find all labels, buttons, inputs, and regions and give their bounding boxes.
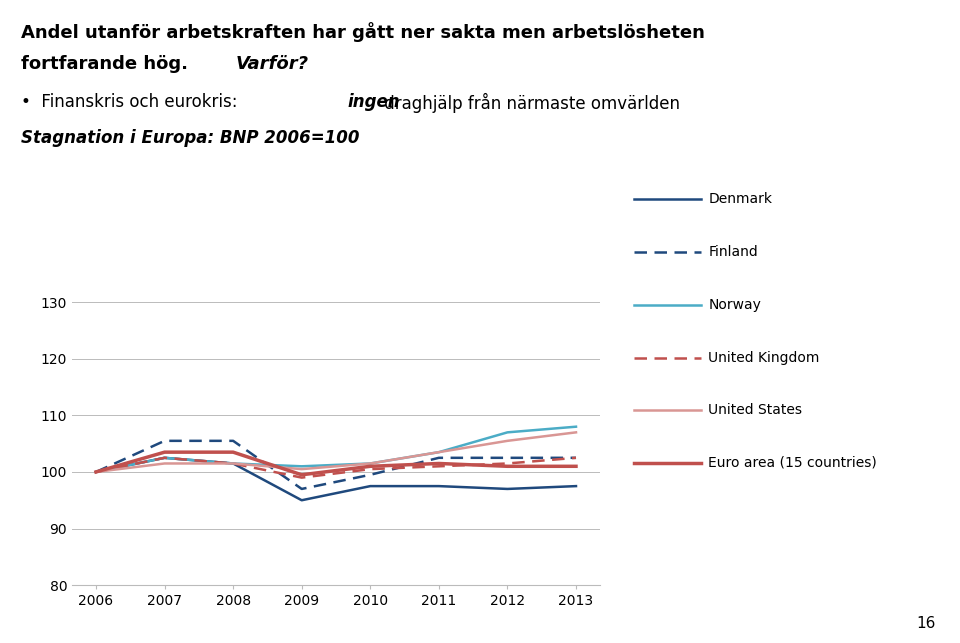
Text: fortfarande hög.: fortfarande hög. bbox=[21, 55, 194, 73]
Text: Andel utanför arbetskraften har gått ner sakta men arbetslösheten: Andel utanför arbetskraften har gått ner… bbox=[21, 23, 705, 42]
Text: Euro area (15 countries): Euro area (15 countries) bbox=[708, 456, 877, 470]
Text: Norway: Norway bbox=[708, 298, 761, 312]
Text: United Kingdom: United Kingdom bbox=[708, 350, 820, 365]
Text: Denmark: Denmark bbox=[708, 192, 773, 206]
Text: Varför?: Varför? bbox=[235, 55, 308, 73]
Text: United States: United States bbox=[708, 403, 803, 417]
Text: ingen: ingen bbox=[348, 93, 400, 111]
Text: Finland: Finland bbox=[708, 245, 758, 259]
Text: •  Finanskris och eurokris:: • Finanskris och eurokris: bbox=[21, 93, 243, 111]
Text: Stagnation i Europa: BNP 2006=100: Stagnation i Europa: BNP 2006=100 bbox=[21, 129, 360, 147]
Text: 16: 16 bbox=[917, 617, 936, 631]
Text: draghjälp från närmaste omvärlden: draghjälp från närmaste omvärlden bbox=[379, 93, 681, 113]
